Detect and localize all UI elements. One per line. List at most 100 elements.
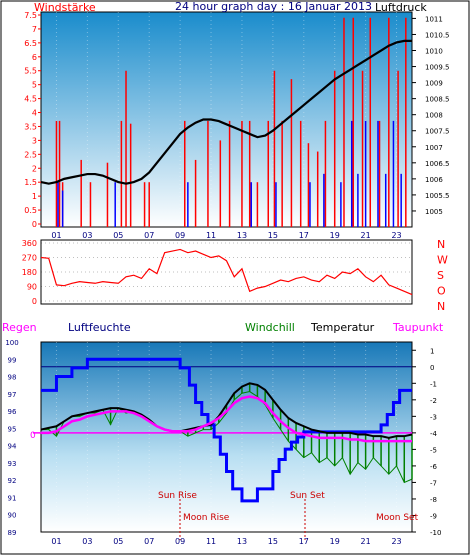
temperature-lines <box>40 357 413 503</box>
p1-x-tick: 19 <box>330 231 340 240</box>
pressure-y-tick: 1007.5 <box>425 128 450 136</box>
pressure-series-line <box>40 39 412 185</box>
wind-direction-series-line <box>40 248 413 296</box>
wind-y-tick: 2 <box>32 164 37 173</box>
wind-y-axis-ticks: 0 0.5 1 1.5 2 2.5 3 3.5 4 4.5 5 5.5 6 6.5 7 7.5 <box>24 11 41 229</box>
humidity-series-line <box>41 357 412 503</box>
compass-label: O <box>437 285 446 298</box>
p1-x-tick: 07 <box>144 231 154 240</box>
wind-direction-y-tick: 360 <box>22 239 37 248</box>
humidity-y-tick: 93 <box>8 460 17 468</box>
wind-direction-plot-area <box>40 239 413 305</box>
p3-x-tick: 15 <box>268 537 278 546</box>
temperature-y-tick: 0 <box>430 364 434 372</box>
humidity-y-ticks: 100 99 98 97 96 95 94 93 92 91 90 89 <box>5 339 18 537</box>
p1-x-tick: 21 <box>361 231 371 240</box>
wind-y-tick: 1 <box>32 192 37 201</box>
temperature-y-tick: -8 <box>430 496 437 504</box>
p3-x-tick: 21 <box>361 537 371 546</box>
pressure-y-tick: 1006 <box>425 176 443 184</box>
wind-direction-y-tick: 270 <box>22 254 37 263</box>
wind-y-tick: 5 <box>32 81 37 90</box>
p3-x-tick: 03 <box>82 537 92 546</box>
legend-taupunkt: Taupunkt <box>392 321 444 334</box>
compass-label: N <box>437 238 445 251</box>
wind-axis-label: Windstärke <box>34 1 96 14</box>
p1-x-tick: 01 <box>51 231 61 240</box>
wind-direction-y-tick: 180 <box>22 268 37 277</box>
pressure-y-tick: 1005 <box>425 208 443 216</box>
wind-direction-y-ticks: 360 270 180 90 0 <box>22 239 37 306</box>
temperature-y-tick: -2 <box>430 397 437 405</box>
pressure-y-tick: 1009.5 <box>425 64 450 72</box>
p1-x-tick: 03 <box>82 231 92 240</box>
wind-y-tick: 6.5 <box>24 39 37 48</box>
p3-x-tick: 11 <box>206 537 216 546</box>
legend-windchill: Windchill <box>245 321 295 334</box>
p3-x-tick: 09 <box>175 537 185 546</box>
wind-y-tick: 5.5 <box>24 67 37 76</box>
pressure-axis-label: Luftdruck <box>375 1 427 14</box>
sun-rise-label: Sun Rise <box>158 491 197 501</box>
pressure-line <box>40 39 412 185</box>
wind-y-tick: 3 <box>32 136 37 145</box>
temperature-y-ticks: 1 0 -1 -2 -3 -4 -5 -6 -7 -8 -9 -10 <box>412 347 441 537</box>
wind-direction-line <box>40 248 413 296</box>
panel1-x-axis-ticks: 01 03 05 07 09 11 13 15 17 19 21 23 <box>51 231 401 240</box>
pressure-y-axis-ticks: 1005 1005.5 1006 1006.5 1007 1007.5 1008 1008.5… <box>412 15 450 216</box>
pressure-y-tick: 1007 <box>425 144 443 152</box>
wind-pressure-plot-area <box>40 11 413 228</box>
compass-label: N <box>437 300 445 313</box>
temperature-plot-area <box>40 341 413 533</box>
legend-temperatur: Temperatur <box>310 321 375 334</box>
humidity-y-tick: 98 <box>8 374 17 382</box>
legend-luftfeuchte: Luftfeuchte <box>68 321 131 334</box>
p3-x-tick: 23 <box>391 537 401 546</box>
p1-x-tick: 05 <box>113 231 123 240</box>
temperature-y-tick: -4 <box>430 430 438 438</box>
pressure-y-tick: 1005.5 <box>425 192 450 200</box>
p1-x-tick: 11 <box>206 231 216 240</box>
legend-regen: Regen <box>2 321 37 334</box>
wind-y-tick: 4.5 <box>24 95 37 104</box>
p3-x-tick: 05 <box>113 537 123 546</box>
moon-set-label: Moon Set <box>376 513 419 523</box>
humidity-y-tick: 97 <box>8 391 17 399</box>
p1-x-tick: 13 <box>237 231 247 240</box>
humidity-y-tick: 92 <box>8 477 17 485</box>
temperature-y-tick: 1 <box>430 347 434 355</box>
p1-x-tick: 17 <box>299 231 309 240</box>
moon-rise-label: Moon Rise <box>183 513 230 523</box>
pressure-y-tick: 1009 <box>425 80 443 88</box>
p3-x-tick: 19 <box>330 537 340 546</box>
wind-direction-y-tick: 0 <box>32 297 37 306</box>
wind-direction-y-tick: 90 <box>27 283 37 292</box>
wind-y-tick: 3.5 <box>24 122 37 131</box>
temperature-y-tick: -7 <box>430 479 437 487</box>
p1-x-tick: 15 <box>268 231 278 240</box>
humidity-y-tick: 100 <box>5 339 18 347</box>
wind-y-tick: 0.5 <box>24 206 37 215</box>
humidity-y-tick: 89 <box>8 529 17 537</box>
temperature-y-tick: -6 <box>430 463 438 471</box>
humidity-y-tick: 95 <box>8 425 17 433</box>
pressure-y-tick: 1011 <box>425 15 443 23</box>
wind-y-tick: 2.5 <box>24 150 37 159</box>
p1-x-tick: 09 <box>175 231 185 240</box>
humidity-y-tick: 96 <box>8 408 17 416</box>
temperature-y-tick: -1 <box>430 380 437 388</box>
panel3-x-axis-ticks: 01 03 05 07 09 11 13 15 17 19 21 23 <box>51 537 401 546</box>
humidity-y-tick: 94 <box>8 443 17 451</box>
regen-zero-label: 0 <box>30 431 36 441</box>
sun-set-label: Sun Set <box>290 491 325 501</box>
pressure-y-tick: 1010.5 <box>425 31 450 39</box>
wind-y-tick: 6 <box>32 53 37 62</box>
humidity-y-tick: 99 <box>8 356 17 364</box>
p3-x-tick: 17 <box>299 537 309 546</box>
compass-label: S <box>437 269 444 282</box>
pressure-y-tick: 1006.5 <box>425 160 450 168</box>
compass-label: W <box>437 254 448 267</box>
pressure-y-tick: 1010 <box>425 48 443 56</box>
